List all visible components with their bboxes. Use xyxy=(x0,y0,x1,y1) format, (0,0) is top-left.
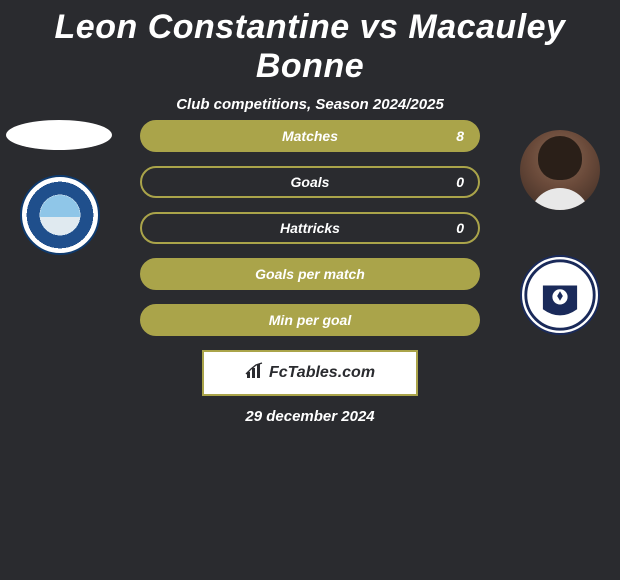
comparison-card: Leon Constantine vs Macauley Bonne Club … xyxy=(0,0,620,580)
chart-icon xyxy=(245,362,265,385)
player-right-avatar xyxy=(520,130,600,210)
club-crest-right xyxy=(520,255,600,335)
stat-row-min-per-goal: Min per goal xyxy=(140,304,480,336)
stat-row-matches: Matches 8 xyxy=(140,120,480,152)
stat-label: Matches xyxy=(282,128,338,144)
stat-row-goals: Goals 0 xyxy=(140,166,480,198)
page-title: Leon Constantine vs Macauley Bonne xyxy=(0,0,620,86)
brand-text: FcTables.com xyxy=(269,364,375,382)
stat-label: Min per goal xyxy=(269,312,351,328)
subtitle: Club competitions, Season 2024/2025 xyxy=(0,96,620,113)
stat-row-hattricks: Hattricks 0 xyxy=(140,212,480,244)
club-crest-left xyxy=(20,175,100,255)
stat-label: Hattricks xyxy=(280,220,340,236)
stat-rows: Matches 8 Goals 0 Hattricks 0 Goals per … xyxy=(140,120,480,350)
stat-value-right: 0 xyxy=(456,220,464,236)
title-vs: vs xyxy=(360,8,399,46)
stat-value-right: 0 xyxy=(456,174,464,190)
date: 29 december 2024 xyxy=(245,408,374,425)
title-player-left: Leon Constantine xyxy=(55,8,350,46)
stat-row-goals-per-match: Goals per match xyxy=(140,258,480,290)
player-left-avatar xyxy=(6,120,112,150)
stat-label: Goals per match xyxy=(255,266,365,282)
brand-box[interactable]: FcTables.com xyxy=(202,350,418,396)
stat-value-right: 8 xyxy=(456,128,464,144)
stat-label: Goals xyxy=(291,174,330,190)
